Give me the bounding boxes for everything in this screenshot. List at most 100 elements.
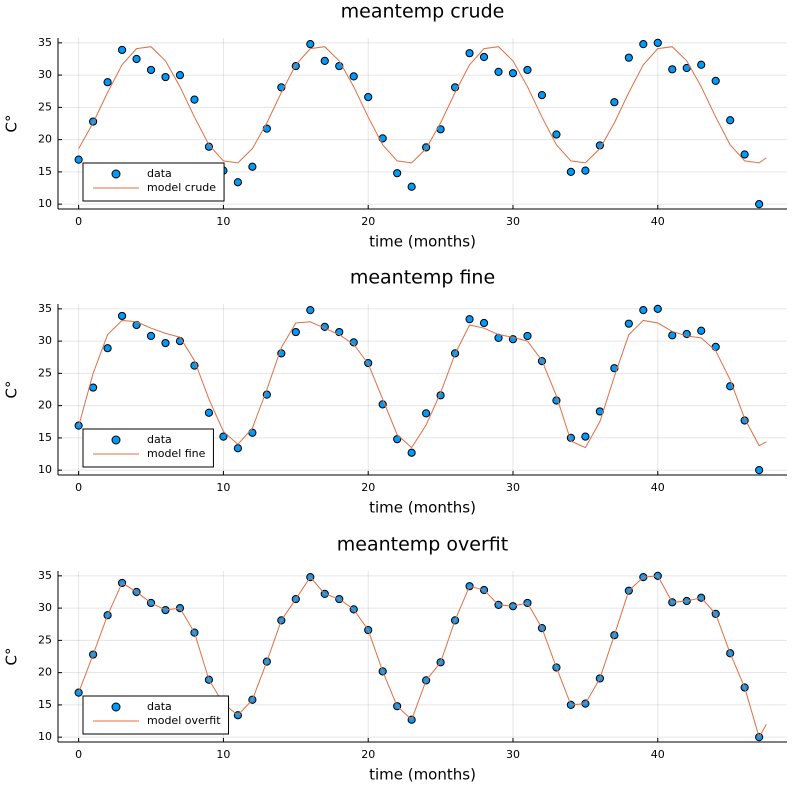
data-point <box>523 65 532 75</box>
data-point <box>103 78 112 87</box>
data-point <box>479 318 489 328</box>
y-tick-label: 25 <box>38 100 52 113</box>
data-point <box>581 432 590 441</box>
data-point <box>291 327 300 337</box>
data-point <box>711 342 720 352</box>
data-point <box>422 409 431 418</box>
x-axis-label: time (months) <box>369 233 476 251</box>
data-point <box>248 428 257 437</box>
y-tick-label: 35 <box>38 36 52 49</box>
data-point <box>190 95 199 104</box>
data-point <box>407 448 416 457</box>
data-point <box>74 155 83 164</box>
data-point <box>262 124 271 133</box>
data-point <box>508 69 518 78</box>
legend-label: data <box>147 700 172 713</box>
legend-box <box>82 162 225 202</box>
data-point <box>407 182 416 191</box>
y-tick-label: 25 <box>38 633 52 646</box>
data-point <box>465 49 474 58</box>
y-axis-label: C° <box>3 115 21 133</box>
y-tick-label: 35 <box>38 569 52 582</box>
x-tick-label: 20 <box>361 748 375 761</box>
x-tick-label: 0 <box>75 481 82 494</box>
legend-marker <box>111 435 121 445</box>
data-point <box>479 52 489 62</box>
data-point <box>552 130 561 139</box>
x-tick-label: 30 <box>506 481 520 494</box>
x-tick-label: 10 <box>216 215 230 228</box>
data-point <box>653 38 662 47</box>
data-point <box>146 65 156 75</box>
x-tick-label: 40 <box>651 215 665 228</box>
data-point <box>364 92 373 102</box>
data-point <box>117 311 127 321</box>
data-point <box>624 53 633 62</box>
x-tick-label: 40 <box>651 481 665 494</box>
data-point <box>581 166 590 175</box>
data-point <box>697 60 706 69</box>
y-tick-label: 10 <box>38 197 52 210</box>
subplot: meantemp crude time (months) C° 10 15 20 25 30 3… <box>3 1 787 251</box>
data-point <box>146 331 156 341</box>
data-point <box>494 67 503 76</box>
data-point <box>668 331 677 340</box>
data-point <box>755 200 764 209</box>
data-point <box>740 150 749 159</box>
data-point <box>204 408 214 417</box>
y-tick-label: 25 <box>38 366 52 379</box>
legend-label: model overfit <box>147 714 221 727</box>
data-point <box>89 383 98 392</box>
y-tick-label: 20 <box>38 666 52 679</box>
x-tick-label: 20 <box>361 215 375 228</box>
chart-title: meantemp crude <box>341 1 505 23</box>
y-tick-label: 10 <box>38 463 52 476</box>
data-point <box>190 361 199 370</box>
data-point <box>639 40 648 49</box>
x-tick-label: 30 <box>506 748 520 761</box>
data-point <box>726 116 735 125</box>
data-point <box>393 435 402 444</box>
y-tick-label: 10 <box>38 730 52 743</box>
data-point <box>175 71 185 80</box>
subplot: meantemp overfit time (months) C° 10 15 20 25 3… <box>3 534 787 784</box>
model-line <box>78 575 767 739</box>
y-tick-label: 20 <box>38 399 52 412</box>
x-tick-label: 10 <box>216 748 230 761</box>
x-axis-label: time (months) <box>369 766 476 784</box>
y-tick-label: 15 <box>38 431 52 444</box>
data-point <box>624 319 633 328</box>
x-axis-label: time (months) <box>369 499 476 517</box>
legend-label: data <box>147 167 172 180</box>
data-point <box>566 167 576 176</box>
chart-title: meantemp fine <box>350 267 495 289</box>
data-point <box>639 306 648 315</box>
data-point <box>204 142 214 151</box>
y-tick-label: 15 <box>38 698 52 711</box>
y-tick-label: 35 <box>38 302 52 315</box>
x-tick-label: 0 <box>75 748 82 761</box>
x-tick-label: 0 <box>75 215 82 228</box>
data-point <box>219 432 228 441</box>
model-line <box>78 46 767 164</box>
legend-marker <box>111 702 121 712</box>
data-point <box>262 390 271 399</box>
legend-marker <box>111 169 121 179</box>
data-point <box>248 162 257 171</box>
legend-box <box>82 695 230 735</box>
legend-label: model crude <box>147 181 216 194</box>
subplot: meantemp fine time (months) C° 10 15 20 25 30 35… <box>3 267 787 517</box>
legend-label: model fine <box>147 447 206 460</box>
data-point <box>117 45 127 55</box>
data-point <box>233 444 242 453</box>
data-point <box>465 315 474 324</box>
y-axis-label: C° <box>3 381 21 399</box>
data-point <box>668 65 677 74</box>
data-point <box>320 56 329 66</box>
data-point <box>393 169 402 178</box>
data-point <box>523 331 532 341</box>
x-tick-label: 20 <box>361 481 375 494</box>
data-point <box>653 304 662 313</box>
data-point <box>610 98 619 107</box>
